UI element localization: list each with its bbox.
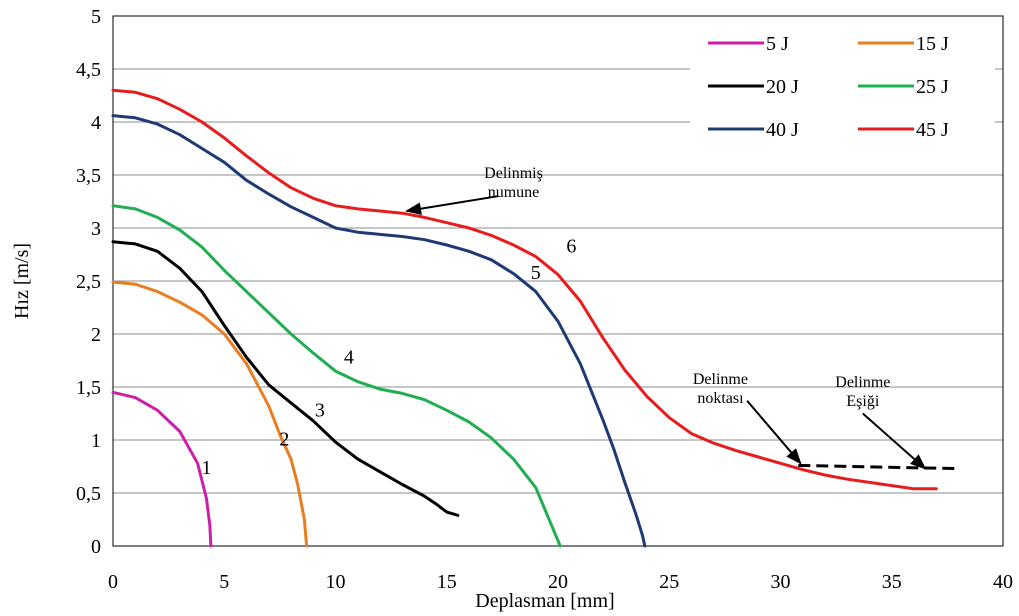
annotation-arrow <box>746 400 802 465</box>
curve-label: 5 <box>531 262 541 284</box>
y-tick-label: 4 <box>91 112 101 134</box>
y-tick-label: 3,5 <box>76 165 101 187</box>
x-tick-label: 20 <box>548 571 568 593</box>
legend-label: 45 J <box>916 119 949 141</box>
series-line <box>111 280 309 548</box>
legend-label: 40 J <box>766 119 799 141</box>
legend-label: 15 J <box>916 33 949 55</box>
x-tick-label: 5 <box>219 571 229 593</box>
legend-label: 20 J <box>766 76 799 98</box>
series-line <box>111 390 213 548</box>
curve-label: 6 <box>566 235 576 257</box>
curve-label: 3 <box>315 400 325 422</box>
curve-labels: 1 2 3 4 5 6 <box>201 235 576 479</box>
y-tick-label: 1,5 <box>76 377 101 399</box>
threshold-dashed-line <box>798 463 959 471</box>
legend-label: 25 J <box>916 76 949 98</box>
y-tick-label: 2 <box>91 324 101 346</box>
x-tick-label: 40 <box>993 571 1013 593</box>
annotation-line: Delinme <box>835 374 890 391</box>
y-tick-label: 3 <box>91 218 101 240</box>
x-tick-label: 30 <box>771 571 791 593</box>
series-line <box>111 204 562 548</box>
series-line <box>111 240 460 517</box>
annotation-arrow <box>405 195 499 216</box>
y-tick-label: 2,5 <box>76 271 101 293</box>
curve-label: 1 <box>201 457 211 479</box>
annotation-line: noktası <box>697 390 744 407</box>
series-line <box>111 88 938 491</box>
y-axis-ticks: 0 0,5 1 1,5 2 2,5 3 3,5 4 4,5 5 <box>76 6 101 558</box>
y-axis-title: Hız [m/s] <box>11 243 33 319</box>
legend-label: 5 J <box>766 33 789 55</box>
y-tick-label: 0,5 <box>76 483 101 505</box>
annotation-text: Delinme noktası <box>693 371 748 407</box>
threshold-line <box>798 463 959 471</box>
annotation-text: Delinme Eşiği <box>835 374 890 410</box>
x-tick-label: 10 <box>326 571 346 593</box>
annotation-line: Delinme <box>693 371 748 388</box>
annotation-arrow <box>862 412 927 470</box>
x-axis-title: Deplasman [mm] <box>475 590 614 612</box>
annotation-line: Delinmiş <box>484 165 543 182</box>
curve-label: 4 <box>344 347 354 369</box>
x-tick-label: 25 <box>659 571 679 593</box>
x-axis-ticks: 0 5 10 15 20 25 30 35 40 <box>108 571 1013 593</box>
series-lines <box>111 88 938 548</box>
y-tick-label: 4,5 <box>76 59 101 81</box>
annotation-line: Eşiği <box>846 393 879 410</box>
y-tick-label: 5 <box>91 6 101 28</box>
x-tick-label: 0 <box>108 571 118 593</box>
x-tick-label: 35 <box>882 571 902 593</box>
curve-label: 2 <box>279 428 289 450</box>
annotation-text: Delinmiş numune <box>484 165 543 201</box>
y-tick-label: 0 <box>91 536 101 558</box>
y-tick-label: 1 <box>91 430 101 452</box>
grid-lines <box>113 68 1003 494</box>
x-tick-label: 15 <box>437 571 457 593</box>
annotations: Delinmiş numune Delinme noktası Delinme Eşiği <box>405 165 927 470</box>
series-line <box>111 114 647 548</box>
annotation-line: numune <box>488 184 540 201</box>
legend: 5 J 15 J 20 J 25 J 40 J 45 J <box>690 20 995 153</box>
